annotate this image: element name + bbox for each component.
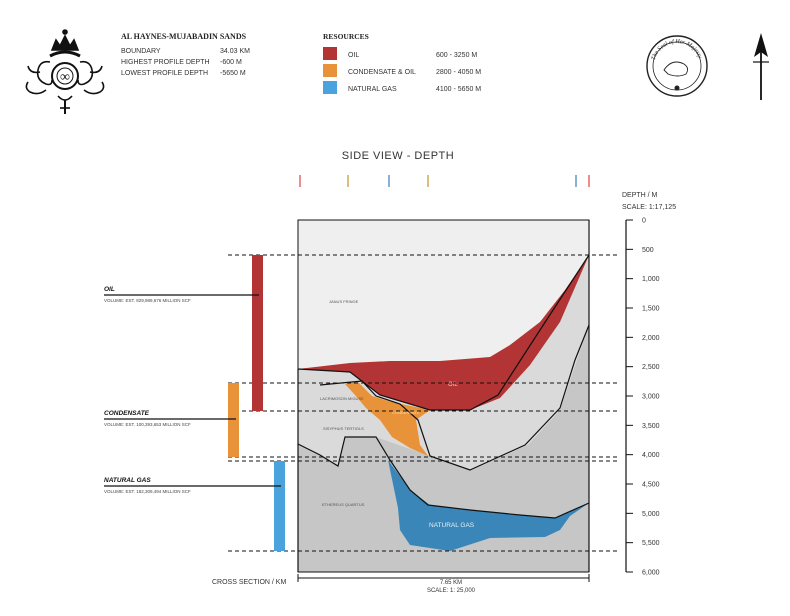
label-condensate-region: CONDENSATE xyxy=(392,410,420,415)
side-label-gas-volume: VOLUME: EST. 182,309,494 MILLION SCF xyxy=(104,489,191,494)
side-label-oil-title: OIL xyxy=(104,286,115,293)
depth-tick-label: 6,000 xyxy=(642,570,660,577)
legend-range-natural-gas: 4100 - 5650 M xyxy=(436,86,481,93)
legend-swatch-oil xyxy=(323,47,337,60)
label-lacrimosa: LACRIMOSON MIGUSE xyxy=(320,396,364,401)
surface-markers xyxy=(299,175,590,187)
range-bar-oil xyxy=(252,255,263,411)
cross-section-label: CROSS SECTION / KM xyxy=(212,579,286,586)
oil-region xyxy=(298,255,589,410)
legend-label-condensate: CONDENSATE & OIL xyxy=(348,69,416,76)
side-label-condensate: CONDENSATE VOLUME: EST. 100,393,653 MILL… xyxy=(104,410,236,427)
legend-range-oil: 600 - 3250 M xyxy=(436,52,477,59)
label-ethereus: ETHEREUS QUARTUS xyxy=(322,502,365,507)
side-label-oil-volume: VOLUME: EST. 829,989,676 MILLION SCF xyxy=(104,298,191,303)
legend-swatch-natural-gas xyxy=(323,81,337,94)
stat-value-lowest-depth: -5650 M xyxy=(220,70,246,77)
range-bar-condensate xyxy=(228,383,239,457)
legend-label-oil: OIL xyxy=(348,52,359,59)
resources-title: RESOURCES xyxy=(323,32,369,41)
legend-item-natural-gas: NATURAL GAS 4100 - 5650 M xyxy=(323,81,481,94)
side-label-gas-title: NATURAL GAS xyxy=(104,477,151,484)
legend-item-condensate: CONDENSATE & OIL 2800 - 4050 M xyxy=(323,64,481,77)
label-oil-region: OIL xyxy=(448,382,458,388)
depth-axis-title: DEPTH / M xyxy=(622,192,658,199)
label-gas-region: NATURAL GAS xyxy=(429,522,475,529)
side-label-natural-gas: NATURAL GAS VOLUME: EST. 182,309,494 MIL… xyxy=(104,477,281,494)
stat-value-highest-depth: -600 M xyxy=(220,59,242,66)
depth-axis-scale: SCALE: 1:17,125 xyxy=(622,204,676,211)
legend-swatch-condensate xyxy=(323,64,337,77)
label-janus-fringe: JANUS FRINGE xyxy=(329,299,359,304)
depth-tick-label: 4,500 xyxy=(642,482,660,489)
royal-seal: The Seal of Her Majesty xyxy=(646,35,708,97)
depth-tick-label: 1,000 xyxy=(642,276,660,283)
stat-label-lowest-depth: LOWEST PROFILE DEPTH xyxy=(121,70,208,77)
label-sisyphus: SISYPHUS TERTIOLS xyxy=(323,426,364,431)
cross-section xyxy=(297,219,590,573)
diagram-title: SIDE VIEW - DEPTH xyxy=(342,150,454,162)
depth-tick-label: 5,000 xyxy=(642,511,660,518)
depth-boundary-lines xyxy=(228,254,618,552)
stat-label-highest-depth: HIGHEST PROFILE DEPTH xyxy=(121,59,210,66)
legend-item-oil: OIL 600 - 3250 M xyxy=(323,47,477,60)
site-title: AL HAYNES-MUJABADIN SANDS xyxy=(121,32,247,41)
layer-ethereus xyxy=(298,325,589,572)
north-arrow-icon xyxy=(753,33,769,100)
cross-section-scale: SCALE: 1: 25,000 xyxy=(427,588,476,594)
side-label-condensate-volume: VOLUME: EST. 100,393,653 MILLION SCF xyxy=(104,422,191,427)
range-bar-natural-gas xyxy=(274,461,285,551)
condensate-region xyxy=(345,382,430,456)
stat-label-boundary: BOUNDARY xyxy=(121,48,161,55)
legend-label-natural-gas: NATURAL GAS xyxy=(348,86,397,93)
depth-tick-label: 4,000 xyxy=(642,452,660,459)
depth-tick-label: 1,500 xyxy=(642,306,660,313)
depth-tick-label: 500 xyxy=(642,247,654,254)
depth-tick-label: 2,000 xyxy=(642,335,660,342)
natural-gas-region xyxy=(388,460,589,551)
royal-crest-logo xyxy=(25,29,105,114)
depth-tick-label: 2,500 xyxy=(642,364,660,371)
side-label-oil: OIL VOLUME: EST. 829,989,676 MILLION SCF xyxy=(104,286,259,303)
cross-section-value: 7.65 KM xyxy=(440,580,462,586)
depth-tick-label: 3,500 xyxy=(642,423,660,430)
depth-tick-label: 3,000 xyxy=(642,394,660,401)
side-label-condensate-title: CONDENSATE xyxy=(104,410,150,417)
depth-tick-label: 0 xyxy=(642,218,646,225)
stat-value-boundary: 34.03 KM xyxy=(220,48,250,55)
crest-infinity-symbol: ∞ xyxy=(60,70,70,85)
depth-tick-label: 5,500 xyxy=(642,540,660,547)
legend-range-condensate: 2800 - 4050 M xyxy=(436,69,481,76)
